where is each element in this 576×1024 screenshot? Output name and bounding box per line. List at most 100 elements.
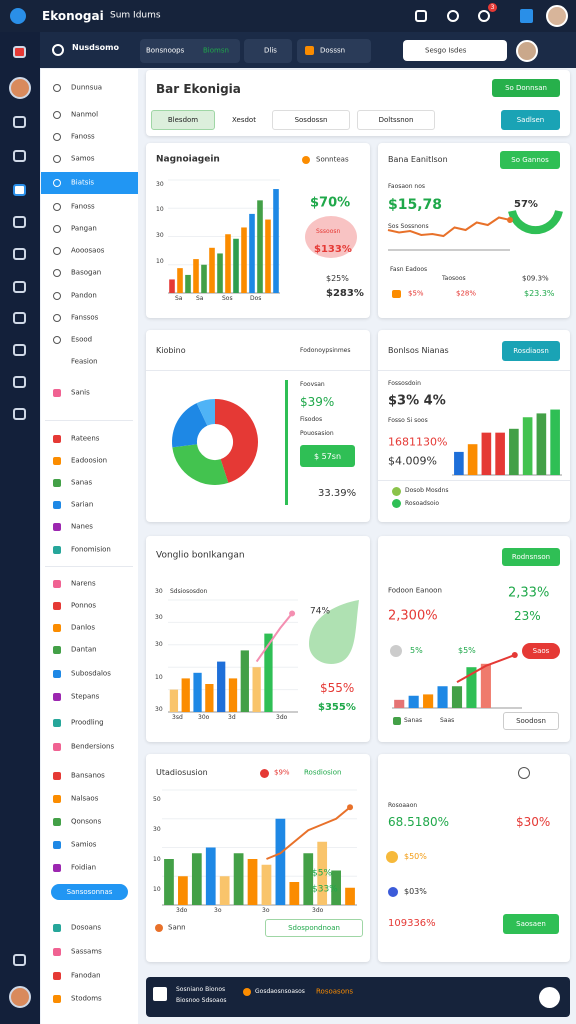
tab[interactable]: Sosdossn [272,110,350,130]
menu-item[interactable]: Narens [71,579,96,588]
menu-item[interactable]: Pandon [71,291,97,300]
menu-item[interactable]: Feasion [71,357,98,366]
menu-item[interactable]: Fanssos [71,313,99,322]
avatar[interactable] [546,5,568,27]
tab[interactable]: Doltssnon [357,110,435,130]
tab-group [140,39,240,63]
rail-icon [13,312,26,324]
card-action[interactable]: Saosaen [503,914,559,934]
menu-icon [53,247,61,255]
menu-item[interactable]: Dunnsua [71,83,103,92]
stat: 2,33% [508,585,550,601]
menu-item[interactable]: Basogan [71,268,102,277]
menu-item[interactable]: Ponnos [71,601,97,610]
card-action[interactable]: Sdospondnoan [265,919,363,937]
menu-item[interactable]: Biatsis [71,178,95,187]
legend: Dosob Mosdns [405,487,449,494]
stat: $50% [404,852,427,861]
combo-chart [392,651,522,709]
bar [345,887,355,905]
card-action[interactable]: Soodosn [503,712,559,730]
legend: Taosoos [442,275,466,282]
menu-item[interactable]: Stodoms [71,994,102,1003]
menu-item[interactable]: Dosoans [71,923,101,932]
icon[interactable] [518,767,530,779]
menu-item[interactable]: Rateens [71,434,100,443]
menu-icon [53,203,61,211]
tab[interactable]: Xesdot [232,116,256,124]
menu-item[interactable]: Stepans [71,692,100,701]
icon[interactable] [447,10,459,22]
menu-icon [53,719,61,727]
menu-item[interactable]: Danlos [71,623,95,632]
bar-chart [452,409,562,476]
menu-item[interactable]: Nanes [71,522,93,531]
menu-item[interactable]: Samos [71,154,95,163]
menu-item[interactable]: Fonomision [71,545,111,554]
stat: Faosaon nos [388,183,426,190]
icon[interactable] [520,9,533,23]
menu-icon [53,546,61,554]
icon[interactable] [415,10,427,22]
legend-icon [392,499,401,508]
menu-item[interactable]: Bendersions [71,742,115,751]
rail-icon [13,344,26,356]
search-box[interactable] [403,40,507,61]
rail-icon [13,248,26,260]
menu-item[interactable]: Fanoss [71,132,95,141]
menu-item[interactable]: Esood [71,335,93,344]
avatar[interactable] [516,40,538,62]
divider [378,480,570,481]
bottom-bar [146,977,570,1017]
x-label: Sa [196,295,204,302]
menu-item[interactable]: Foidian [71,863,97,872]
menu-item[interactable]: Qonsons [71,817,102,826]
bar [289,882,300,905]
menu-item[interactable]: Fanodan [71,971,101,980]
menu-item[interactable]: Sassams [71,947,102,956]
menu-item[interactable]: Proodling [71,718,104,727]
menu-item[interactable]: Dantan [71,645,97,654]
nav-tab[interactable]: Bonsnoops [146,46,185,55]
rail-icon [9,986,31,1008]
bar [265,219,271,293]
card-button[interactable]: Rosdiaosn [502,341,560,361]
stat: Fossosdoin [388,380,421,387]
line-end [289,610,296,617]
icon[interactable] [478,10,490,22]
bar [467,444,478,475]
card-button[interactable]: Rodnsnson [502,548,560,566]
menu-item[interactable]: Aooosaos [71,246,105,255]
header-button[interactable]: So Donnsan [492,79,560,97]
menu-item[interactable]: Sanas [71,478,93,487]
menu-icon [53,772,61,780]
menu-item[interactable]: Nalsaos [71,794,99,803]
bar-chart [168,179,280,294]
help-button[interactable] [539,987,560,1008]
menu-item[interactable]: Bansanos [71,771,105,780]
menu-icon [53,670,61,678]
menu-item[interactable]: Pangan [71,224,97,233]
menu-item[interactable]: Fanoss [71,202,95,211]
nav-tab[interactable]: Dlis [264,46,277,55]
nav-tab[interactable]: Biomsn [203,46,229,55]
sidebar-button[interactable]: Sansosonnas [51,884,128,900]
menu-item[interactable]: Subosdalos [71,669,111,678]
tab[interactable]: Blesdom [151,110,215,130]
bar [205,847,216,905]
menu-item[interactable]: Nanmol [71,110,99,119]
nav-tab[interactable]: Dosssn [320,46,346,55]
legend: Sanas [404,717,423,724]
card-button[interactable]: So Gannos [500,151,560,169]
nav-icon [52,44,64,56]
menu-item[interactable]: Eadoosion [71,456,108,465]
menu-item[interactable]: Sanis [71,388,90,397]
stat-button[interactable]: $ 57sn [300,445,355,467]
bar [209,247,215,293]
header-action[interactable]: Sadlsen [501,110,560,130]
bottom-link[interactable]: Gosdaosnsoasos [255,988,305,995]
menu-item[interactable]: Sarian [71,500,94,509]
stat: 68.5180% [388,815,450,829]
menu-item[interactable]: Samios [71,840,97,849]
